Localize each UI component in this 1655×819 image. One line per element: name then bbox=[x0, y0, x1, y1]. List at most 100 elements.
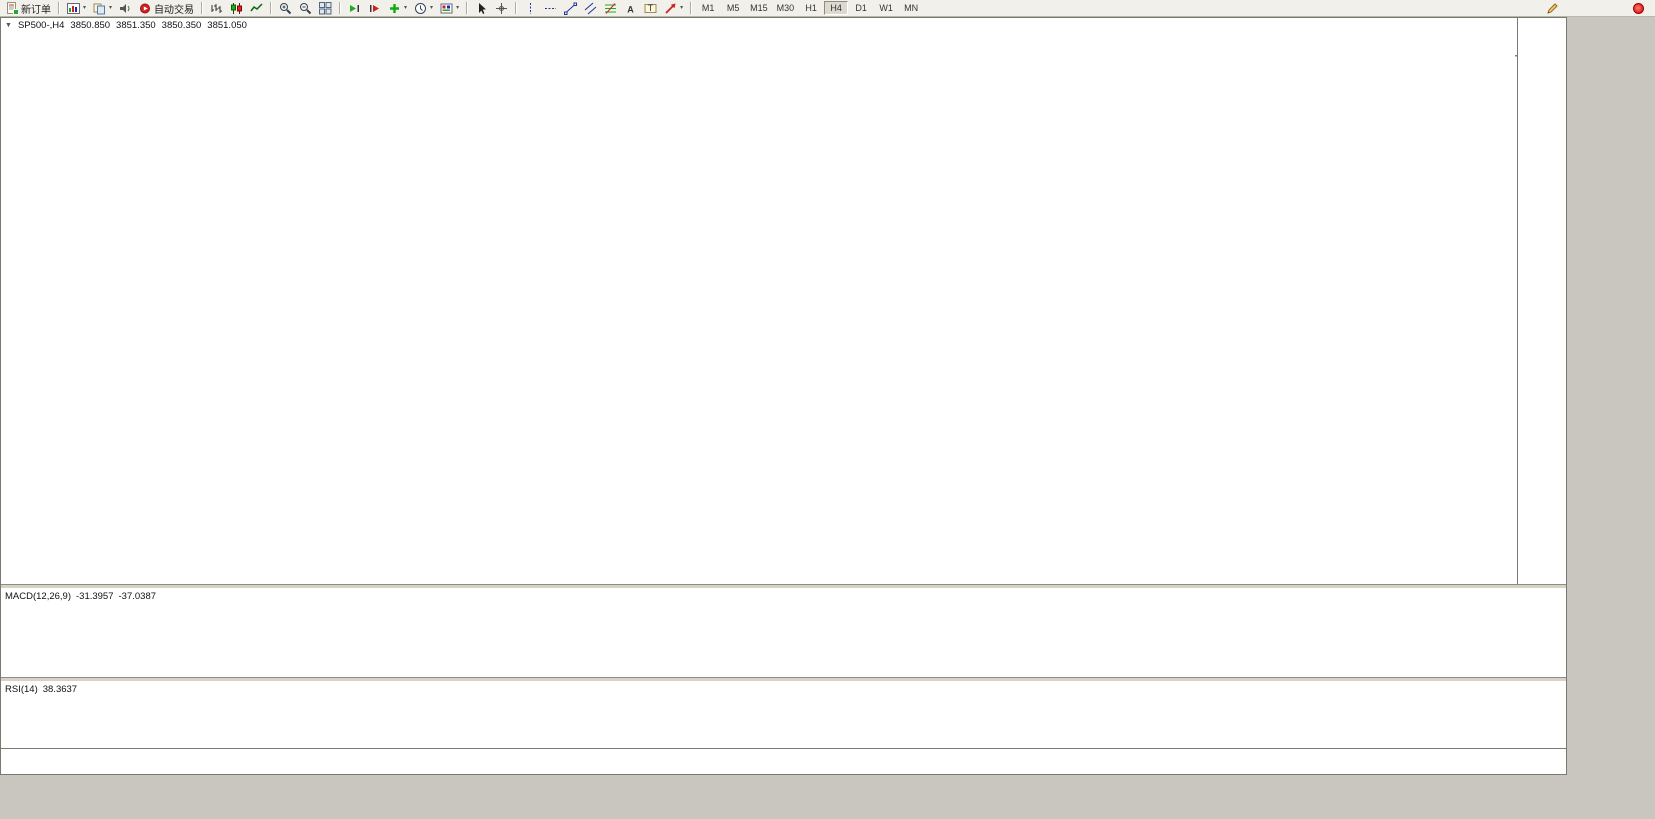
timeframe-mn-button[interactable]: MN bbox=[899, 1, 923, 15]
chart-shift-icon bbox=[368, 2, 381, 15]
dropdown-arrow-icon: ▾ bbox=[109, 5, 113, 11]
symbol-period-label: SP500-,H4 bbox=[17, 20, 65, 31]
quote-open: 3850.850 bbox=[70, 20, 111, 31]
vline-icon bbox=[524, 2, 537, 15]
collapse-chart-icon[interactable]: ▼ bbox=[5, 22, 12, 29]
toolbar-separator bbox=[201, 2, 204, 14]
toolbar-separator bbox=[690, 2, 693, 14]
text-button[interactable]: A bbox=[621, 1, 640, 16]
toolbar-separator bbox=[58, 2, 60, 14]
equidistant-channel-button[interactable] bbox=[581, 1, 600, 16]
notification-badge[interactable] bbox=[1633, 2, 1644, 14]
new-order-button-label: 新订单 bbox=[21, 4, 51, 16]
draw-cursor-button[interactable] bbox=[1543, 1, 1562, 16]
new-chart-button[interactable]: ▾ bbox=[64, 1, 89, 16]
rsi-label: RSI(14) 38.3637 bbox=[5, 684, 77, 695]
auto-trading-button[interactable]: 自动交易 bbox=[136, 1, 197, 16]
trendline-icon bbox=[564, 2, 578, 15]
cursor-button[interactable] bbox=[472, 1, 491, 16]
timeframe-w1-button[interactable]: W1 bbox=[874, 1, 898, 15]
new-order-icon bbox=[6, 1, 19, 15]
profiles-icon bbox=[93, 2, 106, 15]
timeframe-m30-button[interactable]: M30 bbox=[773, 1, 799, 15]
dropdown-arrow-icon: ▾ bbox=[456, 5, 460, 11]
indicators-button[interactable]: ▾ bbox=[385, 1, 410, 16]
zoom-in-button[interactable] bbox=[276, 1, 295, 16]
channel-icon bbox=[584, 2, 597, 15]
timeframe-m15-button[interactable]: M15 bbox=[746, 1, 772, 15]
rsi-name: RSI(14) bbox=[5, 684, 38, 695]
tile-windows-button[interactable] bbox=[316, 1, 335, 16]
pane-splitter[interactable] bbox=[1, 584, 1566, 589]
timeframe-h1-button[interactable]: H1 bbox=[799, 1, 823, 15]
auto-trading-button-label: 自动交易 bbox=[154, 4, 195, 16]
pencil-icon bbox=[1546, 2, 1559, 15]
timeframe-m1-button[interactable]: M1 bbox=[696, 1, 720, 15]
bars-icon bbox=[210, 2, 223, 15]
crosshair-button[interactable] bbox=[492, 1, 511, 16]
crosshair-icon bbox=[495, 2, 508, 15]
zoom-in-icon bbox=[279, 2, 292, 15]
chart-shift-button[interactable] bbox=[365, 1, 384, 16]
periods-icon bbox=[414, 2, 427, 15]
zoom-out-icon bbox=[299, 2, 312, 15]
profiles-button[interactable]: ▾ bbox=[90, 1, 115, 16]
new-chart-icon bbox=[67, 2, 80, 15]
timeframe-d1-button[interactable]: D1 bbox=[849, 1, 873, 15]
dropdown-arrow-icon: ▾ bbox=[430, 5, 434, 11]
text-label-button[interactable]: T bbox=[641, 1, 660, 16]
arrows-icon bbox=[664, 2, 677, 15]
rsi-value: 38.3637 bbox=[42, 684, 78, 695]
price-chart-canvas[interactable] bbox=[1, 18, 1566, 584]
dropdown-arrow-icon: ▾ bbox=[404, 5, 408, 11]
time-axis[interactable] bbox=[1, 748, 1566, 774]
svg-text:A: A bbox=[627, 4, 634, 14]
arrows-button[interactable]: ▾ bbox=[661, 1, 686, 16]
vertical-line-button[interactable] bbox=[521, 1, 540, 16]
trendline-button[interactable] bbox=[561, 1, 580, 16]
quote-close: 3851.050 bbox=[207, 20, 247, 31]
bar-chart-button[interactable] bbox=[207, 1, 226, 16]
macd-signal-value: -37.0387 bbox=[118, 591, 157, 602]
macd-main-value: -31.3957 bbox=[76, 591, 114, 602]
timeframe-m5-button[interactable]: M5 bbox=[721, 1, 745, 15]
toolbar-separator bbox=[339, 2, 342, 14]
timeframe-h4-button[interactable]: H4 bbox=[824, 1, 849, 15]
main-toolbar: 新订单 ▾ ▾ 自动交易 ▾ ▾ ▾ A T ▾ M1 M5 M15 M30 H1 H4 D1 W1 MN bbox=[0, 0, 1655, 17]
sound-icon bbox=[119, 2, 132, 15]
toolbar-separator bbox=[466, 2, 469, 14]
candlestick-chart-button[interactable] bbox=[227, 1, 246, 16]
dropdown-arrow-icon: ▾ bbox=[680, 5, 684, 11]
textlabel-icon: T bbox=[644, 2, 657, 15]
quote-high: 3851.350 bbox=[116, 20, 156, 31]
periods-button[interactable]: ▾ bbox=[411, 1, 436, 16]
cursor-icon bbox=[475, 2, 488, 15]
fibo-icon bbox=[604, 2, 617, 15]
svg-text:T: T bbox=[648, 3, 654, 13]
toolbar-separator bbox=[270, 2, 273, 14]
chart-title: ▼ SP500-,H4 3850.850 3851.350 3850.350 3… bbox=[5, 20, 247, 31]
dropdown-arrow-icon: ▾ bbox=[83, 5, 87, 11]
zoom-out-button[interactable] bbox=[296, 1, 315, 16]
hline-icon bbox=[544, 2, 557, 15]
auto-scroll-button[interactable] bbox=[345, 1, 364, 16]
chart-window[interactable]: ▼ SP500-,H4 3850.850 3851.350 3850.350 3… bbox=[0, 17, 1567, 775]
templates-icon bbox=[440, 2, 453, 15]
pane-splitter[interactable] bbox=[1, 677, 1566, 682]
horizontal-line-button[interactable] bbox=[541, 1, 560, 16]
sound-button[interactable] bbox=[116, 1, 135, 16]
line-chart-button[interactable] bbox=[247, 1, 266, 16]
linechart-icon bbox=[250, 2, 263, 15]
tile-icon bbox=[319, 1, 332, 15]
new-order-button[interactable]: 新订单 bbox=[3, 1, 54, 16]
rsi-pane[interactable]: RSI(14) 38.3637 bbox=[1, 682, 1566, 748]
macd-pane[interactable]: MACD(12,26,9) -31.3957 -37.0387 bbox=[1, 589, 1566, 677]
candles-icon bbox=[230, 2, 243, 15]
time-axis-canvas[interactable] bbox=[1, 749, 301, 819]
fibonacci-button[interactable] bbox=[601, 1, 620, 16]
price-chart-pane[interactable]: ▼ SP500-,H4 3850.850 3851.350 3850.350 3… bbox=[1, 18, 1566, 584]
quote-low: 3850.350 bbox=[161, 20, 202, 31]
templates-button[interactable]: ▾ bbox=[437, 1, 462, 16]
indicators-icon bbox=[388, 2, 401, 15]
